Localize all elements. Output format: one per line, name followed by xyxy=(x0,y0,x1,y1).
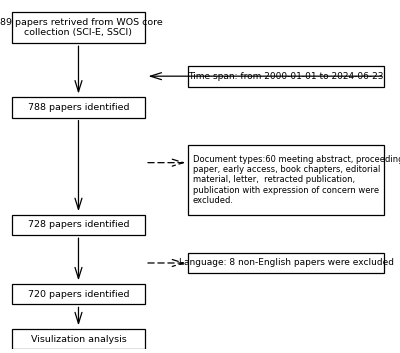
Bar xyxy=(12,12,145,43)
Bar xyxy=(188,66,384,86)
Text: 788 papers identified: 788 papers identified xyxy=(28,103,129,112)
Bar xyxy=(188,145,384,215)
Bar xyxy=(12,284,145,305)
Bar xyxy=(188,253,384,273)
Bar xyxy=(12,215,145,235)
Text: Visulization analysis: Visulization analysis xyxy=(31,335,126,343)
Text: Language: 8 non-English papers were excluded: Language: 8 non-English papers were excl… xyxy=(179,258,394,268)
Bar xyxy=(12,97,145,118)
Text: Time span: from 2000-01-01 to 2024-06-23: Time span: from 2000-01-01 to 2024-06-23 xyxy=(188,72,384,81)
Text: Document types:60 meeting abstract, proceeding
paper, early access, book chapter: Document types:60 meeting abstract, proc… xyxy=(193,155,400,205)
Bar xyxy=(12,329,145,349)
Text: 720 papers identified: 720 papers identified xyxy=(28,289,129,299)
Text: 728 papers identified: 728 papers identified xyxy=(28,220,129,229)
Text: 789 papers retrived from WOS core
collection (SCI-E, SSCI): 789 papers retrived from WOS core collec… xyxy=(0,18,163,37)
